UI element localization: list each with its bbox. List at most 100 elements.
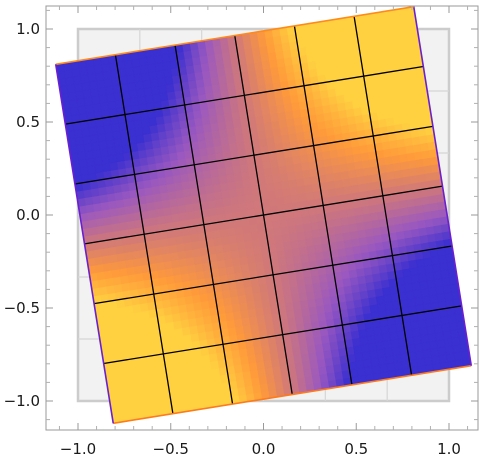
heatmap-cell	[430, 347, 440, 358]
heatmap-cell	[404, 236, 414, 247]
heatmap-cell	[167, 144, 178, 154]
heatmap-cell	[441, 276, 451, 287]
heatmap-cell	[334, 86, 345, 97]
heatmap-cell	[281, 41, 291, 52]
heatmap-cell	[100, 155, 111, 165]
heatmap-cell	[95, 71, 105, 82]
heatmap-cell	[236, 378, 246, 389]
heatmap-cell	[71, 67, 81, 78]
heatmap-cell	[321, 288, 331, 298]
heatmap-cell	[174, 327, 184, 337]
heatmap-cell	[208, 206, 218, 217]
heatmap-cell	[251, 284, 261, 294]
heatmap-cell	[355, 121, 365, 132]
heatmap-cell	[93, 156, 103, 166]
heatmap-cell	[404, 282, 414, 293]
heatmap-cell	[170, 305, 181, 315]
heatmap-cell	[262, 305, 272, 315]
heatmap-cell	[98, 140, 108, 150]
transformed-square-edges	[54, 5, 473, 425]
heatmap-cell	[119, 221, 129, 231]
heatmap-cell	[326, 34, 336, 44]
heatmap-cell	[453, 351, 463, 361]
heatmap-cell	[358, 282, 368, 292]
heatmap-cell	[233, 363, 244, 374]
heatmap-cell	[143, 86, 153, 97]
heatmap-cell	[375, 57, 386, 67]
heatmap-cell	[318, 273, 329, 283]
heatmap-cell	[380, 41, 391, 51]
heatmap-cell	[214, 52, 224, 62]
heatmap-cell	[239, 255, 249, 266]
heatmap-cell	[450, 329, 460, 339]
heatmap-cell	[120, 328, 131, 338]
heatmap-cell	[153, 246, 164, 256]
heatmap-cell	[219, 82, 229, 92]
heatmap-cell	[224, 258, 234, 268]
heatmap-cell	[364, 365, 374, 376]
heatmap-cell	[311, 374, 322, 384]
heatmap-cell	[322, 295, 332, 306]
heatmap-cell	[173, 181, 184, 192]
heatmap-cell	[126, 365, 137, 376]
heatmap-cell	[288, 278, 299, 288]
heatmap-cell	[268, 342, 278, 353]
heatmap-cell	[180, 272, 191, 283]
heatmap-cell	[374, 287, 384, 297]
heatmap-cell	[135, 134, 146, 144]
heatmap-cell	[139, 302, 150, 312]
heatmap-cell	[258, 137, 268, 147]
heatmap-cell	[81, 81, 91, 91]
heatmap-cell	[347, 169, 358, 179]
heatmap-cell	[186, 210, 196, 220]
heatmap-cell	[174, 373, 184, 383]
heatmap-cell	[413, 150, 424, 161]
heatmap-cell	[205, 376, 215, 386]
transformed-square-grid	[65, 16, 462, 414]
heatmap-cell	[320, 334, 331, 344]
heatmap-cell	[342, 277, 352, 287]
heatmap-cell	[338, 63, 348, 73]
heatmap-cell	[263, 313, 274, 323]
heatmap-cell	[268, 197, 278, 207]
heatmap-cell	[135, 326, 146, 336]
heatmap-cell	[93, 64, 104, 74]
heatmap-cell	[153, 200, 164, 210]
heatmap-cell	[113, 137, 123, 148]
heatmap-cell	[99, 193, 109, 204]
heatmap-cell	[119, 367, 129, 377]
heatmap-cell	[283, 294, 294, 304]
heatmap-cell	[423, 256, 433, 267]
heatmap-cell	[281, 233, 292, 243]
heatmap-cell	[276, 103, 286, 114]
heatmap-cell	[273, 135, 283, 145]
x-tick-label: 0.5	[344, 440, 368, 458]
heatmap-cell	[281, 279, 291, 289]
heatmap-cell	[414, 296, 424, 306]
heatmap-cell	[369, 303, 379, 314]
heatmap-cell	[251, 376, 261, 386]
heatmap-cell	[257, 321, 267, 332]
transformed-square-edge	[54, 64, 115, 424]
heatmap-cell	[96, 224, 107, 235]
heatmap-cell	[117, 259, 127, 270]
heatmap-cell	[335, 232, 345, 242]
heatmap-cell	[184, 203, 195, 213]
heatmap-cell	[226, 81, 237, 91]
heatmap-cell	[148, 116, 158, 127]
heatmap-cell	[135, 372, 145, 382]
heatmap-cell	[279, 172, 289, 182]
heatmap-cell	[272, 173, 282, 184]
heatmap-cell	[100, 201, 110, 211]
heatmap-cell	[290, 239, 300, 250]
heatmap-cell	[239, 301, 249, 312]
heatmap-cell	[178, 257, 188, 268]
heatmap-cell	[213, 190, 223, 201]
heatmap-cell	[286, 117, 296, 128]
heatmap-cell	[379, 33, 390, 43]
heatmap-cell	[360, 343, 370, 353]
heatmap-cell	[117, 305, 127, 316]
heatmap-cell	[90, 87, 100, 98]
heatmap-cell	[78, 158, 88, 169]
heatmap-cell	[176, 296, 187, 306]
